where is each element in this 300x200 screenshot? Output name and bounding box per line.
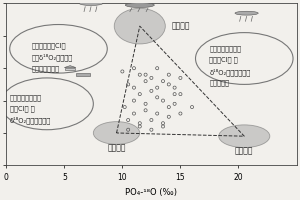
Point — [155, 112, 160, 115]
Text: （低Cl， 低: （低Cl， 低 — [10, 105, 34, 112]
Text: 生活污水: 生活污水 — [171, 22, 190, 31]
Point — [137, 93, 142, 96]
Point — [132, 86, 136, 89]
Text: δ¹⁸O₂），降水淤溤: δ¹⁸O₂），降水淤溤 — [209, 68, 251, 76]
Bar — [76, 73, 90, 76]
Point — [126, 128, 130, 131]
Point — [178, 93, 183, 96]
X-axis label: PO₄-¹⁸O (‰): PO₄-¹⁸O (‰) — [125, 188, 177, 197]
Point — [178, 76, 183, 80]
Point — [132, 99, 136, 102]
Point — [132, 112, 136, 115]
Text: 农业排水: 农业排水 — [235, 146, 254, 155]
Polygon shape — [64, 66, 76, 68]
Point — [126, 83, 130, 86]
Text: 人类活动（高Cl，: 人类活动（高Cl， — [32, 42, 66, 49]
Point — [143, 109, 148, 112]
Ellipse shape — [114, 8, 165, 44]
Ellipse shape — [80, 2, 103, 5]
Point — [167, 105, 171, 109]
Text: 岩源磷与磷矿开采: 岩源磷与磷矿开采 — [10, 94, 42, 101]
Point — [120, 70, 125, 73]
Point — [122, 105, 127, 109]
Point — [160, 125, 165, 128]
Point — [155, 86, 160, 89]
Point — [149, 128, 154, 131]
Point — [190, 105, 194, 109]
Text: δ¹⁸O₂），直接排放: δ¹⁸O₂），直接排放 — [10, 117, 51, 124]
Point — [143, 73, 148, 76]
Point — [160, 122, 165, 125]
Text: 响（低Cl， 高: 响（低Cl， 高 — [209, 57, 238, 63]
Point — [143, 102, 148, 105]
Point — [132, 67, 136, 70]
Point — [149, 89, 154, 92]
Point — [167, 115, 171, 118]
Point — [149, 76, 154, 80]
Point — [160, 99, 165, 102]
Point — [155, 67, 160, 70]
Point — [178, 112, 183, 115]
Point — [137, 122, 142, 125]
Point — [137, 73, 142, 76]
Point — [149, 118, 154, 122]
Text: 与水土流失: 与水土流失 — [209, 80, 230, 86]
Point — [172, 93, 177, 96]
Ellipse shape — [235, 11, 258, 15]
Ellipse shape — [219, 125, 270, 148]
Point — [155, 96, 160, 99]
Bar — [65, 68, 75, 70]
Text: 磷矿渗水: 磷矿渗水 — [107, 143, 126, 152]
Point — [126, 118, 130, 122]
Point — [167, 73, 171, 76]
Point — [137, 125, 142, 128]
Point — [143, 80, 148, 83]
Text: 排放与降水混適: 排放与降水混適 — [32, 65, 60, 72]
Point — [167, 83, 171, 86]
Point — [172, 86, 177, 89]
Ellipse shape — [93, 122, 140, 144]
Point — [160, 80, 165, 83]
Text: 农业活动与磷肥影: 农业活动与磷肥影 — [209, 46, 242, 52]
Point — [172, 102, 177, 105]
Text: 中等δ¹⁸O₂），直接: 中等δ¹⁸O₂），直接 — [32, 54, 73, 61]
Ellipse shape — [125, 3, 154, 8]
